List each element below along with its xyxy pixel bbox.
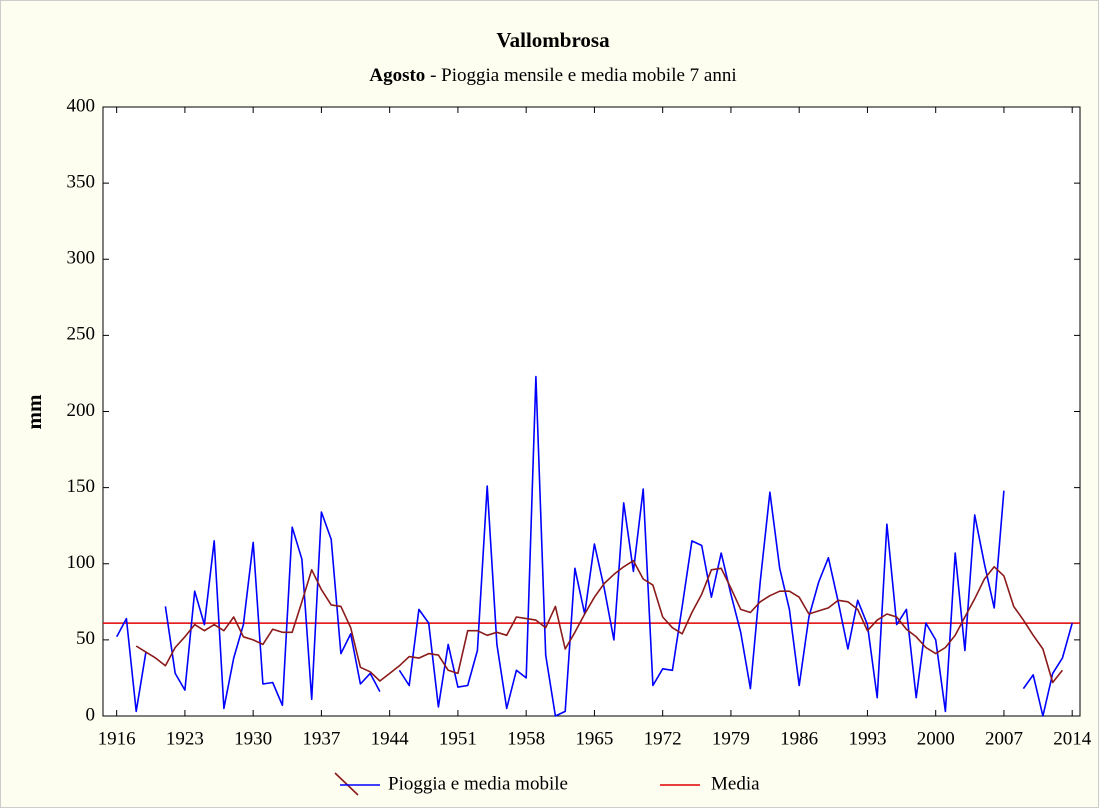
x-tick-label: 2014 — [1053, 728, 1092, 749]
x-tick-label: 2007 — [985, 728, 1023, 749]
y-tick-label: 0 — [86, 704, 96, 725]
legend-label: Pioggia e media mobile — [388, 773, 568, 794]
x-tick-label: 1986 — [780, 728, 818, 749]
x-tick-label: 1930 — [234, 728, 272, 749]
x-tick-label: 1916 — [98, 728, 136, 749]
plot-area — [102, 106, 1081, 717]
legend-label: Media — [711, 773, 760, 794]
x-tick-label: 1944 — [371, 728, 410, 749]
y-axis-label: mm — [22, 394, 46, 429]
y-tick-label: 250 — [67, 324, 96, 345]
rain-line — [115, 375, 1073, 717]
subtitle-rest: - Pioggia mensile e media mobile 7 anni — [425, 65, 736, 86]
chart-title: Vallombrosa — [496, 28, 610, 52]
y-tick-label: 100 — [67, 552, 96, 573]
legend-swatch-ma — [334, 772, 359, 796]
subtitle-bold: Agosto — [369, 65, 425, 86]
x-tick-label: 1965 — [575, 728, 613, 749]
y-tick-label: 200 — [67, 400, 96, 421]
y-tick-label: 150 — [67, 476, 96, 497]
chart-subtitle: Agosto - Pioggia mensile e media mobile … — [369, 65, 736, 86]
x-tick-label: 1951 — [439, 728, 477, 749]
y-tick-label: 50 — [76, 628, 95, 649]
x-tick-label: 1972 — [644, 728, 682, 749]
y-tick-label: 350 — [67, 171, 96, 192]
x-tick-label: 1958 — [507, 728, 545, 749]
moving-average-line — [135, 559, 1064, 684]
x-tick-label: 1993 — [848, 728, 886, 749]
x-tick-label: 1923 — [166, 728, 204, 749]
x-tick-label: 1979 — [712, 728, 750, 749]
x-tick-label: 1937 — [302, 728, 340, 749]
y-tick-label: 300 — [67, 248, 96, 269]
y-tick-label: 400 — [67, 95, 96, 116]
x-tick-label: 2000 — [917, 728, 955, 749]
